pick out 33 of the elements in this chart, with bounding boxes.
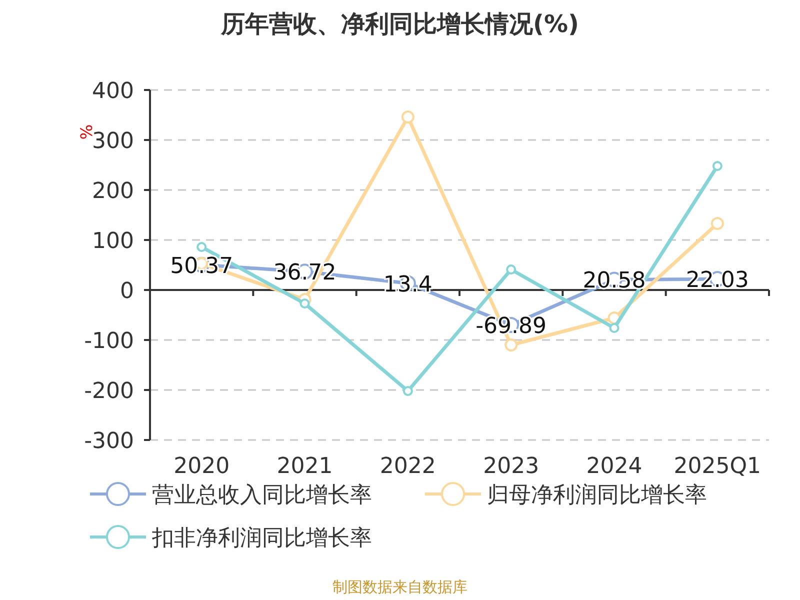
- y-tick-label: 100: [92, 229, 134, 254]
- x-tick-label: 2021: [276, 454, 333, 479]
- chart-title: 历年营收、净利同比增长情况(%): [220, 10, 579, 38]
- data-label: -69.89: [476, 314, 547, 339]
- point: [196, 242, 207, 252]
- y-tick-label: 200: [92, 179, 134, 204]
- x-tick-label: 2020: [174, 454, 230, 479]
- point: [402, 386, 413, 396]
- point: [710, 217, 724, 230]
- y-tick-label: -300: [84, 429, 134, 454]
- y-tick-label: -100: [84, 329, 134, 354]
- point: [504, 338, 518, 352]
- x-tick-label: 2025Q1: [674, 454, 762, 479]
- data-label: 22.03: [686, 268, 749, 293]
- x-tick-label: 2023: [483, 454, 540, 479]
- data-label: 36.72: [273, 260, 336, 286]
- x-tick-label: 2022: [380, 454, 436, 479]
- y-tick-label: -200: [84, 379, 134, 404]
- data-label: 20.58: [582, 268, 646, 294]
- legend-label: 营业总收入同比增长率: [152, 483, 372, 508]
- legend-label: 归母净利润同比增长率: [487, 483, 707, 508]
- text: 制图数据来自数据库: [332, 578, 468, 596]
- point: [712, 161, 722, 171]
- x-tick-label: 2024: [586, 454, 642, 479]
- data-label: 50.37: [170, 254, 234, 279]
- y-tick-label: 300: [92, 129, 134, 154]
- y-tick-label: 0: [120, 279, 134, 304]
- point: [401, 110, 414, 124]
- y-tick-label: 400: [92, 79, 134, 104]
- point: [609, 323, 620, 333]
- legend-label: 扣非净利润同比增长率: [151, 526, 372, 551]
- point: [300, 298, 310, 308]
- point: [506, 264, 516, 274]
